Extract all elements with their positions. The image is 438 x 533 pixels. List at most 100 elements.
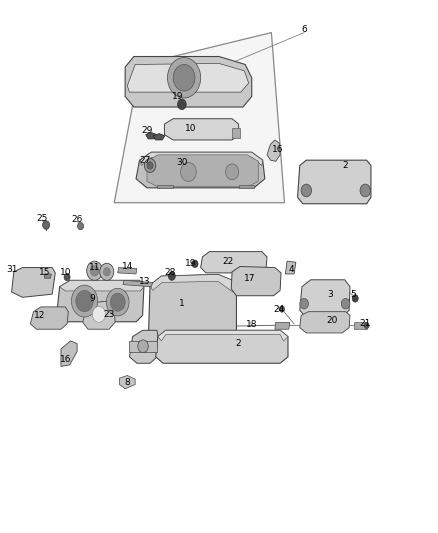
Polygon shape	[141, 152, 263, 165]
Text: 16: 16	[272, 145, 284, 154]
Polygon shape	[239, 184, 254, 188]
Text: 3: 3	[328, 289, 333, 298]
Polygon shape	[164, 119, 239, 140]
Polygon shape	[57, 280, 144, 322]
Polygon shape	[157, 184, 173, 188]
Polygon shape	[147, 155, 258, 187]
Text: 27: 27	[139, 156, 151, 165]
Circle shape	[147, 162, 153, 169]
Polygon shape	[44, 274, 51, 278]
Text: 22: 22	[222, 257, 233, 265]
Text: 30: 30	[176, 158, 187, 167]
Polygon shape	[297, 160, 371, 204]
Text: 2: 2	[236, 339, 241, 348]
Polygon shape	[231, 266, 281, 296]
Polygon shape	[120, 375, 135, 389]
Text: 20: 20	[327, 316, 338, 325]
Text: 21: 21	[360, 319, 371, 328]
Circle shape	[138, 340, 148, 353]
Polygon shape	[267, 140, 280, 161]
Polygon shape	[83, 301, 115, 329]
Circle shape	[341, 298, 350, 309]
Text: 31: 31	[6, 265, 18, 273]
Circle shape	[110, 293, 125, 311]
Text: 12: 12	[34, 311, 46, 320]
Polygon shape	[118, 268, 137, 274]
Circle shape	[90, 265, 99, 276]
Circle shape	[226, 164, 239, 180]
Text: 23: 23	[103, 310, 115, 319]
Circle shape	[64, 273, 70, 281]
Circle shape	[100, 263, 114, 280]
Text: 16: 16	[60, 355, 71, 364]
Text: 1: 1	[179, 299, 185, 308]
Polygon shape	[61, 341, 77, 367]
Circle shape	[192, 260, 198, 268]
Text: 2: 2	[343, 161, 349, 170]
Text: 29: 29	[141, 126, 153, 135]
Text: 9: 9	[89, 294, 95, 303]
Text: 18: 18	[246, 320, 258, 329]
Polygon shape	[275, 322, 290, 329]
Text: 24: 24	[274, 304, 285, 313]
Circle shape	[180, 163, 196, 181]
Circle shape	[71, 285, 98, 317]
Circle shape	[92, 306, 106, 322]
Text: 28: 28	[164, 269, 176, 277]
Polygon shape	[286, 261, 296, 274]
Polygon shape	[123, 280, 152, 287]
Circle shape	[106, 288, 129, 316]
Polygon shape	[153, 134, 165, 140]
Polygon shape	[30, 307, 68, 329]
Polygon shape	[201, 252, 267, 273]
Polygon shape	[130, 341, 157, 352]
Circle shape	[42, 221, 49, 229]
Circle shape	[168, 272, 175, 280]
Polygon shape	[232, 128, 240, 138]
Text: 6: 6	[301, 26, 307, 35]
Circle shape	[301, 184, 311, 197]
Circle shape	[103, 268, 110, 276]
Circle shape	[167, 58, 201, 98]
Text: 13: 13	[139, 277, 151, 286]
Polygon shape	[114, 33, 285, 203]
Polygon shape	[354, 322, 367, 329]
Text: 4: 4	[288, 265, 294, 273]
Circle shape	[145, 159, 155, 172]
Polygon shape	[130, 330, 158, 364]
Circle shape	[300, 298, 308, 309]
Text: 5: 5	[350, 289, 357, 298]
Circle shape	[360, 184, 371, 197]
Polygon shape	[127, 63, 249, 92]
Circle shape	[87, 261, 102, 280]
Polygon shape	[125, 56, 252, 107]
Circle shape	[364, 322, 369, 329]
Text: 17: 17	[244, 273, 255, 282]
Text: 8: 8	[124, 378, 130, 387]
Text: 19: 19	[172, 92, 183, 101]
Polygon shape	[12, 268, 55, 297]
Polygon shape	[150, 274, 237, 292]
Text: 11: 11	[89, 263, 100, 272]
Polygon shape	[158, 330, 288, 341]
Polygon shape	[146, 133, 157, 139]
Polygon shape	[300, 312, 350, 333]
Polygon shape	[148, 274, 237, 345]
Text: 26: 26	[71, 215, 83, 224]
Circle shape	[76, 290, 93, 312]
Text: 19: 19	[185, 260, 196, 268]
Polygon shape	[60, 280, 144, 291]
Text: 15: 15	[39, 269, 50, 277]
Text: 25: 25	[36, 214, 48, 223]
Text: 14: 14	[122, 262, 133, 271]
Circle shape	[177, 99, 186, 110]
Text: 10: 10	[185, 124, 196, 133]
Circle shape	[279, 306, 285, 312]
Circle shape	[78, 222, 84, 230]
Circle shape	[352, 295, 358, 302]
Polygon shape	[155, 330, 288, 364]
Circle shape	[173, 64, 195, 91]
Polygon shape	[136, 152, 265, 188]
Polygon shape	[300, 280, 350, 317]
Text: 10: 10	[60, 269, 71, 277]
